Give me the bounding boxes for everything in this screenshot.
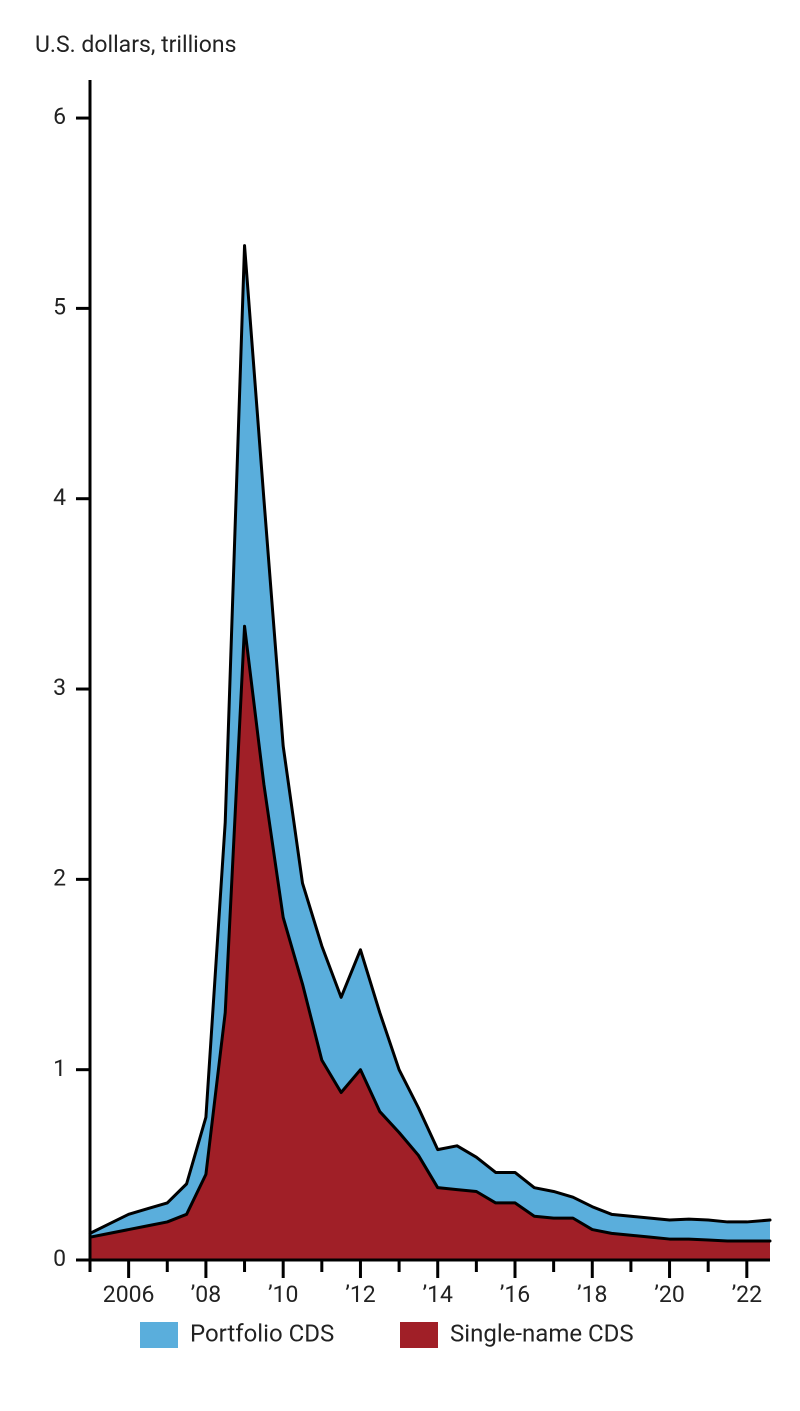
y-tick-label: 4 <box>53 484 66 511</box>
x-tick-label: ’14 <box>422 1281 453 1308</box>
legend-swatch-single <box>400 1322 438 1348</box>
legend-label-single: Single-name CDS <box>450 1319 634 1347</box>
y-tick-label: 0 <box>53 1245 66 1272</box>
x-tick-label: 2006 <box>103 1281 155 1308</box>
legend-label-portfolio: Portfolio CDS <box>190 1319 334 1347</box>
x-tick-label: ’12 <box>345 1281 376 1308</box>
x-tick-label: ’20 <box>654 1281 684 1308</box>
y-tick-label: 2 <box>53 864 66 891</box>
y-tick-label: 3 <box>53 674 66 701</box>
cds-area-chart: 0 1 2 3 4 5 6 U.S. dollars, trillions 2006 ’08 ’10… <box>0 0 800 1411</box>
y-axis-label: U.S. dollars, trillions <box>35 31 236 58</box>
x-tick-label: ’16 <box>500 1281 530 1308</box>
x-tick-label: ’22 <box>732 1281 763 1308</box>
x-tick-label: ’18 <box>577 1281 607 1308</box>
y-tick-label: 6 <box>53 103 66 130</box>
y-tick-label: 5 <box>53 293 66 320</box>
x-tick-label: ’10 <box>268 1281 298 1308</box>
y-tick-label: 1 <box>53 1055 66 1082</box>
legend-swatch-portfolio <box>140 1322 178 1348</box>
x-tick-label: ’08 <box>191 1281 221 1308</box>
